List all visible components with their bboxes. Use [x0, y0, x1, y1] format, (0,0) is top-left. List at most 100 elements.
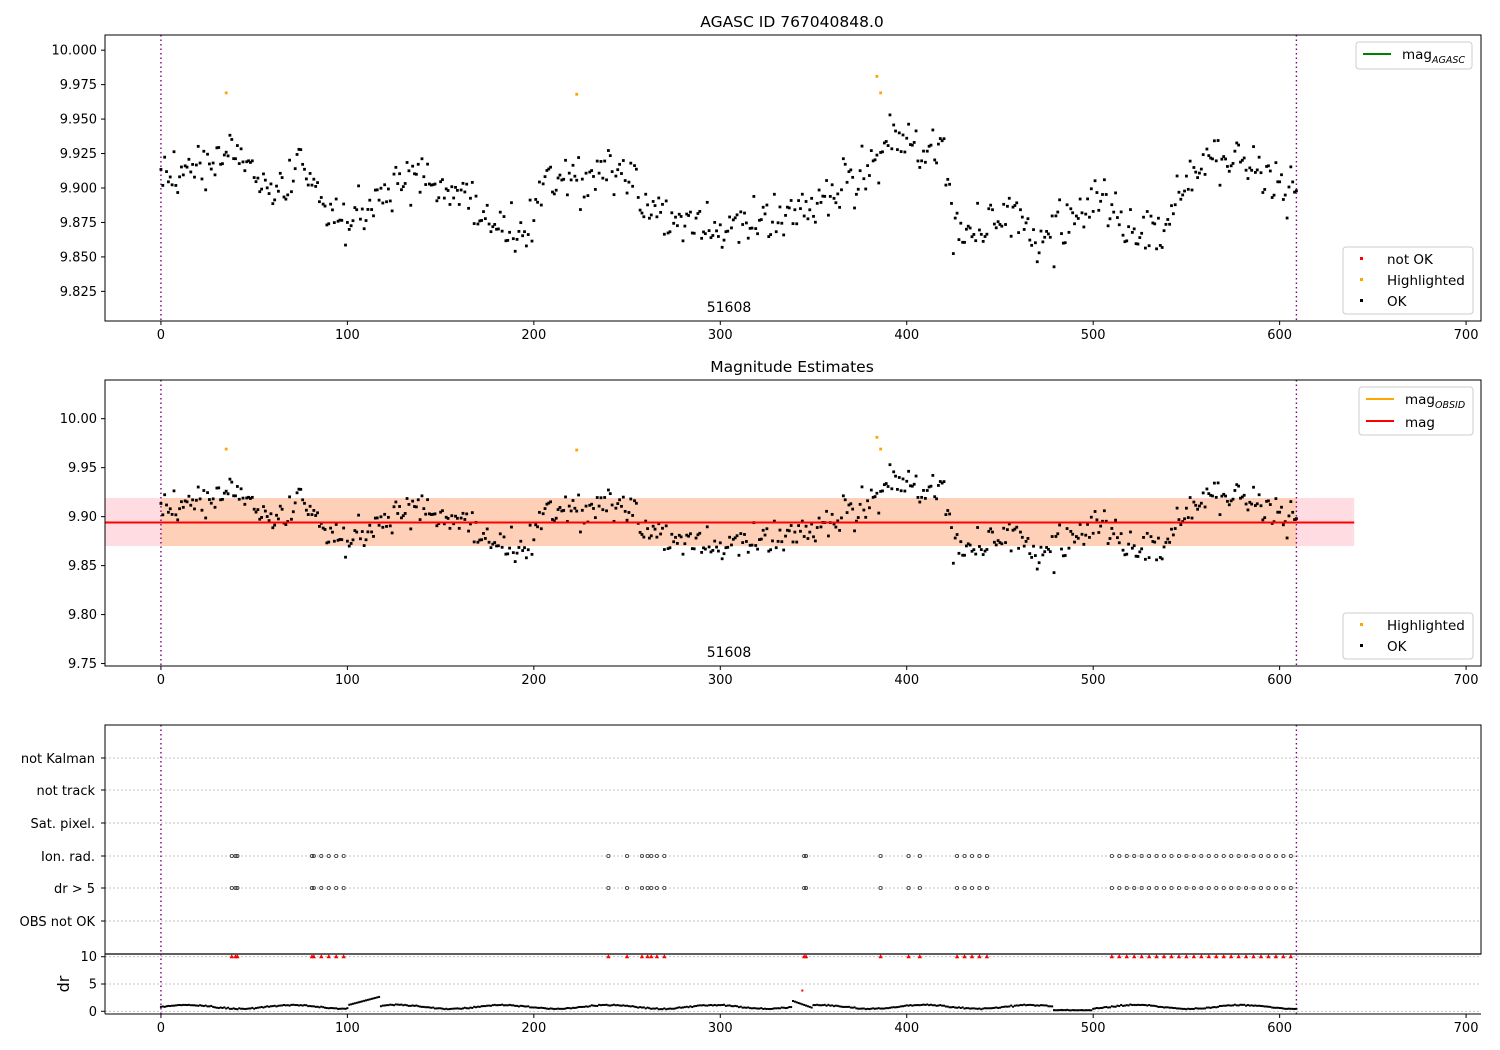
ok-point — [849, 502, 853, 506]
ok-point — [405, 161, 409, 164]
dr-point — [318, 1006, 321, 1009]
dr-clipped-point — [1266, 954, 1271, 959]
ok-point — [377, 198, 381, 202]
dr-point — [1004, 1005, 1007, 1008]
ok-point — [1032, 544, 1035, 548]
ok-point — [638, 208, 642, 212]
ok-point — [239, 487, 243, 491]
dr-point — [1079, 1009, 1082, 1012]
ok-point — [726, 545, 730, 549]
ok-point — [1235, 483, 1239, 487]
dr-point — [262, 1006, 265, 1009]
ok-point — [373, 188, 377, 192]
ok-point — [625, 518, 629, 522]
dr-point — [1032, 1004, 1035, 1007]
ok-point — [700, 236, 704, 240]
dr-point — [741, 1006, 744, 1009]
ok-point — [235, 144, 239, 147]
ok-point — [817, 188, 821, 192]
ok-point — [235, 485, 239, 488]
dr-point — [1192, 1007, 1195, 1010]
ok-point — [381, 525, 385, 529]
ok-point — [577, 493, 580, 497]
dr-point — [911, 1004, 914, 1007]
ok-point — [1157, 536, 1160, 540]
ok-point — [953, 216, 957, 220]
dr-point — [1092, 1007, 1095, 1010]
ok-point — [1201, 491, 1205, 495]
ok-point — [748, 226, 752, 230]
ok-point — [159, 168, 163, 171]
dr-point — [1151, 1004, 1154, 1007]
ok-point — [806, 217, 810, 221]
ok-point — [1263, 188, 1267, 191]
dr-point — [461, 1007, 464, 1010]
dr-point — [521, 1004, 524, 1007]
ok-point — [599, 160, 603, 163]
dr-point — [299, 1004, 302, 1007]
dr-clipped-point — [954, 954, 960, 959]
ok-point — [1263, 516, 1267, 520]
ok-point — [815, 526, 819, 529]
ok-point — [200, 177, 204, 181]
ok-point — [692, 547, 696, 551]
ok-point — [780, 540, 784, 544]
ok-point — [271, 526, 275, 530]
dr-point — [786, 1006, 789, 1009]
ok-point — [1143, 246, 1147, 250]
ok-point — [487, 222, 491, 226]
flag-marks — [229, 854, 1293, 891]
ok-point — [620, 504, 623, 508]
ok-point — [690, 231, 694, 235]
ok-point — [627, 180, 631, 184]
dr-flag-point — [955, 886, 960, 891]
ok-point — [1047, 232, 1050, 236]
ok-point — [927, 485, 931, 489]
ok-point — [243, 169, 247, 173]
dr-point — [1064, 1009, 1067, 1012]
dr-point — [491, 1004, 494, 1007]
ok-point — [457, 203, 461, 206]
ok-point — [245, 496, 249, 500]
ok-point — [517, 230, 521, 233]
dr-point — [907, 1004, 910, 1007]
ok-point — [187, 494, 191, 498]
ok-point — [726, 229, 730, 233]
x-tick-label: 100 — [335, 673, 360, 688]
ok-point — [1076, 217, 1080, 220]
dr-point — [1157, 1005, 1160, 1008]
ok-point — [485, 203, 489, 207]
ok-point — [854, 519, 858, 523]
ok-point — [306, 513, 310, 516]
dr-point — [793, 1000, 796, 1003]
dr-point — [613, 1003, 616, 1006]
dr-flag-point — [645, 886, 650, 891]
dr-point — [1232, 1004, 1235, 1007]
ok-point — [314, 514, 318, 517]
ok-point — [196, 144, 200, 148]
ok-point — [444, 515, 448, 519]
ok-point — [696, 212, 700, 215]
ok-point — [325, 541, 329, 545]
dr-point — [629, 1005, 632, 1008]
ok-point — [832, 522, 836, 526]
ok-point — [769, 548, 773, 552]
dr-point — [743, 1006, 746, 1009]
ok-point — [1171, 533, 1175, 537]
dr-point — [562, 1007, 565, 1010]
ok-point — [633, 164, 636, 168]
ok-point — [621, 159, 625, 162]
ok-point — [838, 205, 842, 209]
ok-point — [922, 489, 925, 492]
ok-point — [275, 513, 278, 517]
dr-point — [1191, 1007, 1194, 1010]
ok-point — [547, 167, 551, 171]
dr-point — [184, 1003, 187, 1006]
ion-rad-flag-point — [1273, 854, 1278, 859]
ok-point — [219, 498, 222, 502]
dr-point — [378, 995, 381, 998]
dr-point — [1286, 1007, 1289, 1010]
ok-point — [1171, 212, 1175, 216]
dr-point — [202, 1005, 205, 1008]
ok-point — [299, 487, 303, 491]
